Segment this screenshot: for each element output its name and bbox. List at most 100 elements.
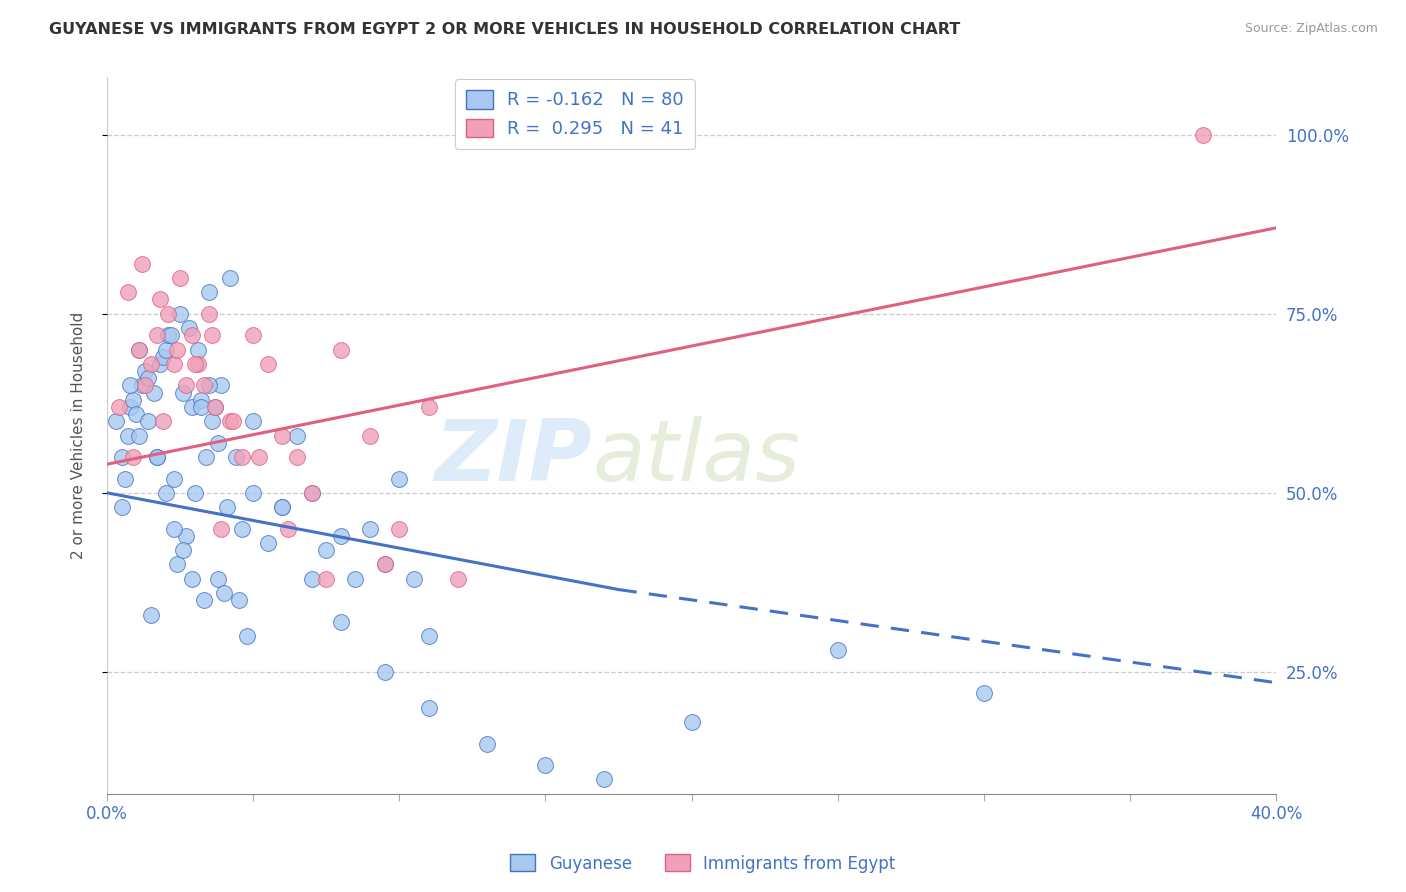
Point: [104, 414, 127, 428]
Point: [402, 572, 425, 586]
Point: [117, 285, 139, 300]
Point: [163, 471, 186, 485]
Point: [418, 700, 440, 714]
Point: [242, 328, 264, 343]
Point: [111, 500, 134, 515]
Point: [242, 486, 264, 500]
Text: ZIP: ZIP: [434, 416, 592, 499]
Point: [247, 450, 270, 464]
Point: [107, 400, 129, 414]
Point: [329, 529, 352, 543]
Point: [172, 543, 194, 558]
Point: [1192, 128, 1215, 142]
Point: [447, 572, 470, 586]
Point: [201, 328, 224, 343]
Point: [166, 558, 188, 572]
Point: [169, 307, 191, 321]
Point: [329, 615, 352, 629]
Point: [236, 629, 259, 643]
Point: [271, 500, 294, 515]
Point: [152, 414, 174, 428]
Point: [388, 471, 411, 485]
Point: [418, 400, 440, 414]
Point: [207, 572, 229, 586]
Legend: R = -0.162   N = 80, R =  0.295   N = 41: R = -0.162 N = 80, R = 0.295 N = 41: [454, 79, 695, 149]
Text: Source: ZipAtlas.com: Source: ZipAtlas.com: [1244, 22, 1378, 36]
Point: [149, 357, 172, 371]
Point: [139, 357, 162, 371]
Point: [218, 271, 240, 285]
Text: atlas: atlas: [592, 416, 800, 499]
Point: [242, 414, 264, 428]
Point: [374, 558, 396, 572]
Point: [195, 450, 218, 464]
Point: [166, 343, 188, 357]
Point: [215, 500, 238, 515]
Y-axis label: 2 or more Vehicles in Household: 2 or more Vehicles in Household: [72, 312, 86, 559]
Point: [593, 772, 616, 787]
Point: [301, 572, 323, 586]
Point: [145, 450, 167, 464]
Point: [180, 328, 202, 343]
Point: [174, 529, 197, 543]
Point: [201, 414, 224, 428]
Point: [128, 343, 150, 357]
Point: [256, 357, 278, 371]
Point: [207, 435, 229, 450]
Point: [155, 343, 177, 357]
Point: [301, 486, 323, 500]
Point: [136, 371, 159, 385]
Point: [128, 343, 150, 357]
Point: [157, 307, 180, 321]
Point: [301, 486, 323, 500]
Point: [277, 522, 299, 536]
Point: [122, 392, 145, 407]
Text: GUYANESE VS IMMIGRANTS FROM EGYPT 2 OR MORE VEHICLES IN HOUSEHOLD CORRELATION CH: GUYANESE VS IMMIGRANTS FROM EGYPT 2 OR M…: [49, 22, 960, 37]
Point: [329, 343, 352, 357]
Point: [187, 343, 209, 357]
Point: [180, 400, 202, 414]
Point: [374, 665, 396, 679]
Legend: Guyanese, Immigrants from Egypt: Guyanese, Immigrants from Egypt: [503, 847, 903, 880]
Point: [163, 522, 186, 536]
Point: [285, 450, 308, 464]
Point: [193, 378, 215, 392]
Point: [204, 400, 226, 414]
Point: [184, 357, 207, 371]
Point: [218, 414, 240, 428]
Point: [204, 400, 226, 414]
Point: [163, 357, 186, 371]
Point: [152, 350, 174, 364]
Point: [256, 536, 278, 550]
Point: [177, 321, 200, 335]
Point: [120, 400, 142, 414]
Point: [388, 522, 411, 536]
Point: [128, 428, 150, 442]
Point: [125, 407, 148, 421]
Point: [180, 572, 202, 586]
Point: [198, 285, 221, 300]
Point: [145, 450, 167, 464]
Point: [228, 593, 250, 607]
Point: [231, 522, 253, 536]
Point: [225, 450, 247, 464]
Point: [155, 486, 177, 500]
Point: [681, 714, 703, 729]
Point: [212, 586, 235, 600]
Point: [131, 378, 153, 392]
Point: [120, 378, 142, 392]
Point: [172, 385, 194, 400]
Point: [231, 450, 253, 464]
Point: [198, 307, 221, 321]
Point: [198, 378, 221, 392]
Point: [973, 686, 995, 700]
Point: [134, 378, 156, 392]
Point: [142, 385, 165, 400]
Point: [271, 428, 294, 442]
Point: [169, 271, 191, 285]
Point: [122, 450, 145, 464]
Point: [117, 428, 139, 442]
Point: [157, 328, 180, 343]
Point: [534, 758, 557, 772]
Point: [145, 328, 167, 343]
